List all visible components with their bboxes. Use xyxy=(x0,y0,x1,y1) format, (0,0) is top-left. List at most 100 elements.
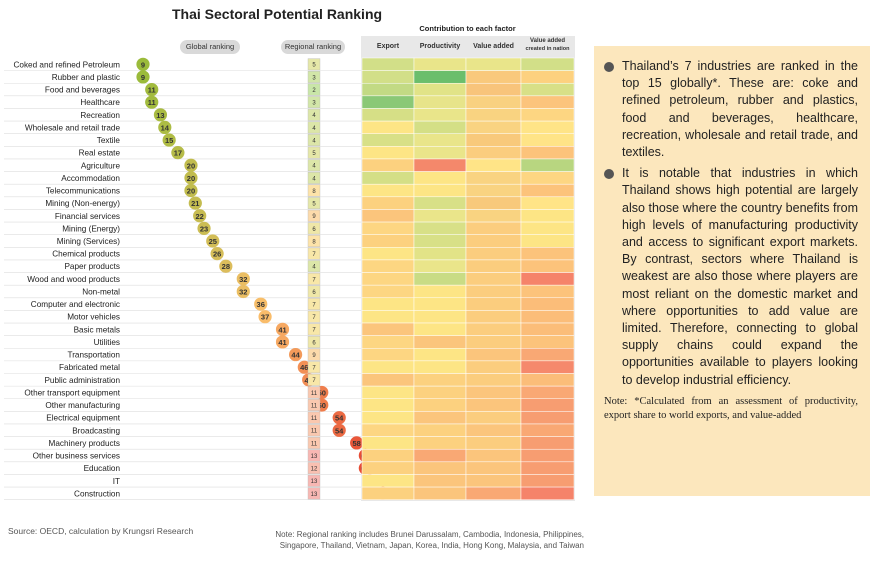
heatmap-cell xyxy=(465,158,522,172)
global-rank-marker xyxy=(145,82,159,97)
regional-rank-label: 11 xyxy=(311,403,318,409)
regional-rank-cell xyxy=(307,399,321,411)
factor-header: created in nation xyxy=(525,46,570,52)
regional-rank-cell xyxy=(307,96,321,109)
heatmap-cell xyxy=(361,183,415,198)
heatmap-cell xyxy=(361,448,415,463)
heatmap-cell xyxy=(361,411,415,425)
heatmap-cell xyxy=(361,146,415,160)
global-rank-marker xyxy=(184,183,198,198)
sector-label: IT xyxy=(113,477,120,486)
regional-rank-cell xyxy=(307,71,321,83)
sector-label: Coked and refined Petroleum xyxy=(13,60,120,69)
global-rank-label: 23 xyxy=(200,224,208,233)
global-rank-marker xyxy=(254,297,268,311)
sector-label: Motor vehicles xyxy=(67,313,120,322)
global-rank-marker xyxy=(275,335,290,349)
heatmap-cell xyxy=(361,120,415,134)
regional-rank-label: 13 xyxy=(311,454,318,460)
bullet-text: It is notable that industries in which T… xyxy=(622,166,858,387)
heatmap-cell xyxy=(413,448,467,463)
heatmap-cell xyxy=(520,209,575,223)
regional-rank-label: 8 xyxy=(312,189,316,195)
sector-label: Mining (Services) xyxy=(57,237,121,246)
regional-rank-label: 2 xyxy=(312,88,316,94)
heatmap-cell xyxy=(520,259,575,273)
heatmap-cell xyxy=(520,461,575,475)
heatmap-cell xyxy=(520,108,575,122)
regional-rank-cell xyxy=(307,272,321,285)
sector-label: Wholesale and retail trade xyxy=(25,123,121,132)
heatmap-cell xyxy=(361,284,415,299)
heatmap-cell xyxy=(413,436,467,450)
regional-rank-label: 6 xyxy=(312,227,316,233)
regional-rank-label: 4 xyxy=(312,164,316,170)
heatmap-cell xyxy=(520,183,575,198)
heatmap-cell xyxy=(520,335,575,349)
global-rank-label: 17 xyxy=(174,149,182,158)
heatmap-cell xyxy=(520,411,575,425)
global-rank-marker xyxy=(184,158,198,172)
heatmap-cell xyxy=(413,146,467,160)
global-rank-marker xyxy=(136,57,150,71)
heatmap-cell xyxy=(465,335,522,349)
global-rank-label: 32 xyxy=(239,275,247,284)
heatmap-cell xyxy=(465,322,522,336)
heatmap-cell xyxy=(361,82,415,97)
regional-rank-label: 7 xyxy=(312,315,316,321)
regional-rank-cell xyxy=(307,462,321,475)
heatmap-cell xyxy=(361,335,415,349)
global-rank-marker xyxy=(332,411,346,425)
regional-rank-cell xyxy=(307,285,321,298)
heatmap-cell xyxy=(361,259,415,273)
heatmap-cell xyxy=(520,373,575,387)
heatmap-cell xyxy=(465,209,522,223)
sector-label: Non-metal xyxy=(82,287,120,296)
global-rank-label: 14 xyxy=(161,123,170,132)
heatmap-cell xyxy=(465,348,522,362)
heatmap-cell xyxy=(520,297,575,311)
sector-label: Rubber and plastic xyxy=(52,73,120,82)
regional-rank-cell xyxy=(307,235,321,247)
regional-rank-cell xyxy=(307,424,321,437)
regional-rank-label: 4 xyxy=(312,113,316,119)
heatmap-cell xyxy=(465,133,522,147)
heatmap-cell xyxy=(465,120,522,134)
regional-rank-cell xyxy=(307,336,321,348)
heatmap-cell xyxy=(520,247,575,261)
heatmap-cell xyxy=(520,385,575,399)
bullet-icon xyxy=(604,62,614,72)
heatmap-cell xyxy=(465,411,522,425)
global-rank-label: 22 xyxy=(196,212,204,221)
regional-rank-cell xyxy=(307,197,321,210)
chart-title: Thai Sectoral Potential Ranking xyxy=(172,6,383,22)
regional-rank-label: 4 xyxy=(312,265,316,271)
heatmap-cell xyxy=(413,284,467,299)
heatmap-cell xyxy=(413,171,467,185)
sector-label: Food and beverages xyxy=(45,86,120,95)
global-rank-label: 11 xyxy=(148,86,156,95)
heatmap-cell xyxy=(413,158,467,172)
global-ranking-header: Global ranking xyxy=(180,40,240,54)
heatmap-cell xyxy=(413,120,467,134)
heatmap-cell xyxy=(465,95,522,109)
heatmap-cell xyxy=(413,486,467,500)
heatmap-cell xyxy=(413,461,467,475)
heatmap-cell xyxy=(361,272,415,286)
heatmap-cell xyxy=(465,373,522,387)
regional-rank-label: 11 xyxy=(311,429,318,435)
regional-rank-cell xyxy=(307,171,321,184)
regional-rank-label: 7 xyxy=(312,302,316,308)
global-rank-label: 54 xyxy=(335,414,344,423)
global-rank-marker xyxy=(332,423,346,437)
heatmap-cell xyxy=(465,486,522,500)
regional-rank-cell xyxy=(307,134,321,146)
regional-rank-cell xyxy=(307,437,321,449)
heatmap-cell xyxy=(361,423,415,437)
sector-label: Real estate xyxy=(79,149,121,158)
heatmap-cell xyxy=(413,398,467,412)
global-rank-label: 58 xyxy=(352,439,360,448)
regional-rank-label: 7 xyxy=(312,328,316,334)
global-rank-label: 21 xyxy=(191,199,199,208)
regional-rank-cell xyxy=(307,361,321,374)
